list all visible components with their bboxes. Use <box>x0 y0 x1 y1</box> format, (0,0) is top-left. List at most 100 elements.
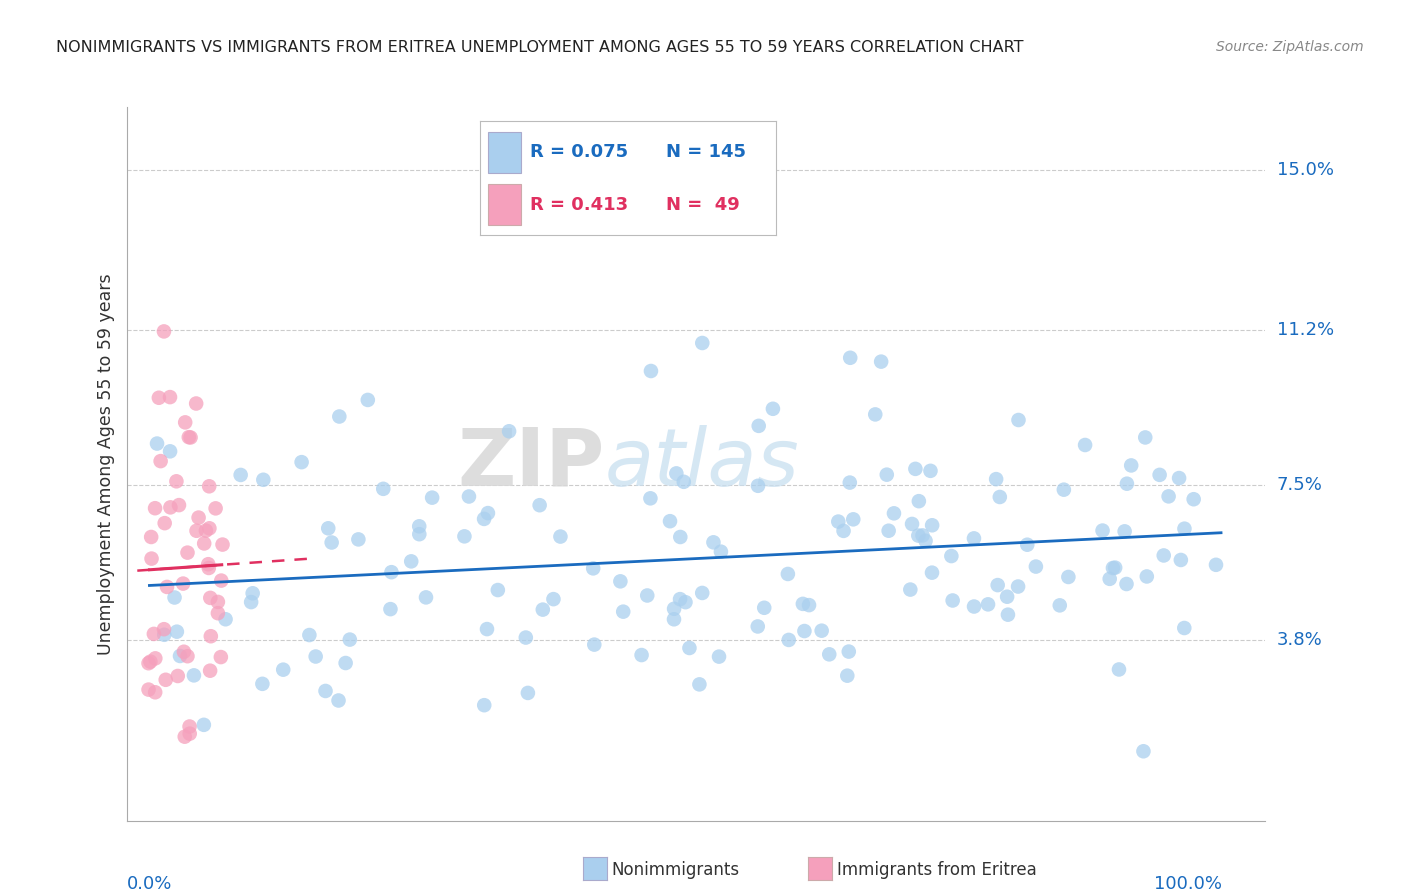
Point <box>143 685 166 699</box>
Point <box>776 566 799 581</box>
Point <box>207 606 229 620</box>
Point <box>153 622 176 636</box>
Point <box>1132 744 1154 758</box>
Point <box>688 677 710 691</box>
Point <box>177 430 200 444</box>
Point <box>531 602 554 616</box>
Point <box>159 390 181 404</box>
Point <box>209 650 232 665</box>
Point <box>838 475 860 490</box>
Point <box>1114 524 1136 539</box>
Point <box>180 430 202 444</box>
Point <box>1057 570 1080 584</box>
Point <box>640 491 662 506</box>
Point <box>1017 538 1039 552</box>
Point <box>747 619 769 633</box>
Point <box>165 475 187 489</box>
Point <box>997 607 1019 622</box>
Point <box>778 632 800 647</box>
Point <box>1007 580 1029 594</box>
Point <box>1104 560 1126 574</box>
Point <box>1157 489 1180 503</box>
Text: Immigrants from Eritrea: Immigrants from Eritrea <box>837 861 1036 879</box>
Point <box>818 648 841 662</box>
Point <box>1136 569 1159 583</box>
Point <box>240 595 263 609</box>
Point <box>793 624 815 638</box>
Point <box>1115 476 1137 491</box>
Point <box>408 519 430 533</box>
Point <box>153 516 176 530</box>
Point <box>198 479 221 493</box>
Point <box>472 512 495 526</box>
Point <box>179 719 201 733</box>
Point <box>156 580 179 594</box>
Point <box>357 392 380 407</box>
Point <box>176 649 198 664</box>
Point <box>707 649 730 664</box>
Point <box>1091 524 1114 538</box>
Point <box>179 726 201 740</box>
Point <box>911 528 934 542</box>
Point <box>1182 492 1205 507</box>
Point <box>842 512 865 526</box>
Point <box>155 673 177 687</box>
Point <box>198 521 221 535</box>
Point <box>328 693 350 707</box>
Point <box>198 561 221 575</box>
Point <box>1053 483 1076 497</box>
Point <box>640 364 662 378</box>
Point <box>659 514 682 528</box>
Point <box>193 718 215 732</box>
Point <box>754 600 776 615</box>
Text: 3.8%: 3.8% <box>1277 632 1322 649</box>
Point <box>1049 599 1071 613</box>
Point <box>1170 553 1192 567</box>
Point <box>987 578 1010 592</box>
Point <box>690 336 713 351</box>
Text: 15.0%: 15.0% <box>1277 161 1333 179</box>
Point <box>380 565 402 579</box>
Point <box>1149 467 1171 482</box>
Point <box>883 506 905 520</box>
Point <box>995 590 1018 604</box>
Point <box>321 535 343 549</box>
Point <box>710 544 733 558</box>
Point <box>665 467 688 481</box>
Point <box>963 599 986 614</box>
Point <box>1173 621 1195 635</box>
Point <box>636 589 658 603</box>
Point <box>399 554 422 568</box>
Point <box>141 530 163 544</box>
Point <box>141 551 163 566</box>
Point <box>142 627 165 641</box>
Point <box>163 591 186 605</box>
Text: 0.0%: 0.0% <box>127 875 172 892</box>
Point <box>988 490 1011 504</box>
Point <box>963 532 986 546</box>
Text: 11.2%: 11.2% <box>1277 320 1334 339</box>
Point <box>298 628 321 642</box>
Point <box>472 698 495 713</box>
Point <box>1135 430 1157 444</box>
Point <box>529 498 551 512</box>
Point <box>176 546 198 560</box>
Point <box>169 648 191 663</box>
Point <box>242 586 264 600</box>
Point <box>1121 458 1143 473</box>
Point <box>914 533 936 548</box>
Point <box>153 325 176 339</box>
Point <box>173 730 195 744</box>
Point <box>174 416 197 430</box>
Point <box>339 632 361 647</box>
Point <box>1108 663 1130 677</box>
Point <box>408 527 430 541</box>
Point <box>475 622 498 636</box>
Point <box>839 351 862 365</box>
Point <box>1115 577 1137 591</box>
Point <box>1098 572 1121 586</box>
Text: 100.0%: 100.0% <box>1154 875 1222 892</box>
Point <box>877 524 900 538</box>
Point <box>138 657 160 671</box>
Point <box>672 475 695 489</box>
